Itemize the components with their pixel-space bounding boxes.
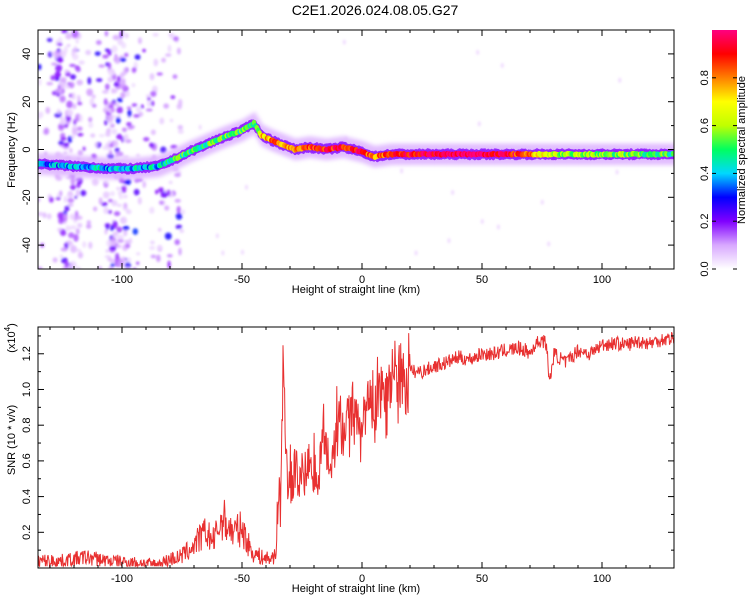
- snr-series-line: [38, 332, 674, 568]
- snr-ytick-label: 1.0: [21, 382, 33, 397]
- snr-yscale: (x104): [3, 323, 18, 353]
- colorbar-tick-label: 0.6: [699, 118, 711, 133]
- spectrogram-noise: [38, 30, 622, 269]
- spectrogram-xtick-label: 0: [359, 274, 365, 286]
- spectrogram-xtick-label: -50: [234, 274, 250, 286]
- snr-plot-area: [38, 327, 674, 568]
- spectrogram-ticks: -100 -50 0 50 100 -40 -20 0 20 40: [21, 29, 675, 286]
- snr-xtick-label: -100: [111, 573, 133, 585]
- chart-title: C2E1.2026.024.08.05.G27: [291, 2, 459, 18]
- snr-ytick-label: 0.8: [21, 418, 33, 433]
- colorbar-gradient: [712, 30, 737, 269]
- snr-xtick-label: 0: [359, 573, 365, 585]
- spectrogram-xtick-label: -100: [111, 274, 133, 286]
- snr-ticks: -100 -50 0 50 100 0.2 0.4 0.6 0.8 1.0 1.2: [21, 327, 675, 585]
- colorbar-tick-label: 0.8: [699, 70, 711, 85]
- snr-xtick-label: 100: [593, 573, 611, 585]
- spectrogram-ytick-label: 40: [21, 48, 33, 60]
- spectrogram-xtick-label: 50: [476, 274, 488, 286]
- colorbar-tick-label: 0.2: [699, 214, 711, 229]
- snr-ytick-label: 0.6: [21, 453, 33, 468]
- snr-yscale-exponent: 4: [3, 326, 12, 331]
- colorbar: 0.0 0.2 0.4 0.6 0.8 Normalized spectral ampl…: [699, 30, 748, 277]
- snr-panel: -100 -50 0 50 100 0.2 0.4 0.6 0.8 1.0 1.2 Height o…: [3, 323, 675, 595]
- snr-frame: [37, 326, 675, 569]
- snr-xtick-label: 50: [476, 573, 488, 585]
- spectrogram-panel: -100 -50 0 50 100 -40 -20 0 20 40 Height of strai…: [6, 29, 675, 296]
- snr-xlabel: Height of straight line (km): [292, 583, 420, 595]
- spectrogram-heatmap: [38, 30, 674, 269]
- spectrogram-ytick-label: 0: [21, 146, 33, 152]
- colorbar-tick-label: 0.0: [699, 261, 711, 276]
- snr-yscale-base: (x10: [6, 331, 18, 352]
- spectrogram-ytick-label: 20: [21, 96, 33, 108]
- spectrogram-ridge: [38, 119, 674, 175]
- snr-ylabel: SNR (10 * v/v): [6, 405, 18, 475]
- spectrogram-ytick-label: -20: [21, 189, 33, 205]
- snr-ytick-label: 0.2: [21, 525, 33, 540]
- snr-yscale-label: (x104): [3, 323, 18, 353]
- snr-ytick-label: 0.4: [21, 489, 33, 504]
- colorbar-ticks: 0.0 0.2 0.4 0.6 0.8: [699, 70, 737, 277]
- snr-ytick-label: 1.2: [21, 346, 33, 361]
- snr-xtick-label: -50: [234, 573, 250, 585]
- colorbar-tick-label: 0.4: [699, 166, 711, 181]
- colorbar-label: Normalized spectral amplitude: [736, 76, 748, 224]
- spectrogram-ytick-label: -40: [21, 237, 33, 253]
- spectrogram-xtick-label: 100: [593, 274, 611, 286]
- spectrogram-xlabel: Height of straight line (km): [292, 284, 420, 296]
- spectrogram-ylabel: Frequency (Hz): [6, 112, 18, 188]
